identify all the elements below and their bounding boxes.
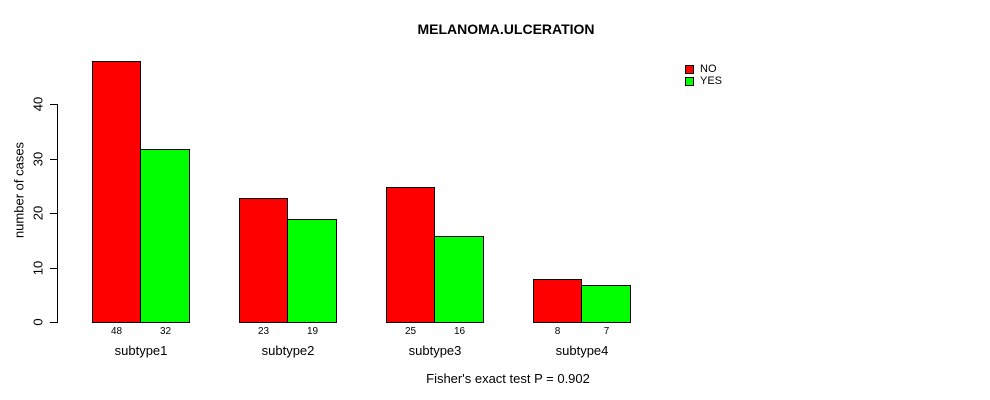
bar-value-label: 25 [404,326,417,337]
category-label: subtype2 [261,343,315,358]
bar-value-label: 7 [603,326,610,337]
legend-item-no: NO [685,64,722,75]
bar-no-subtype1 [92,61,141,323]
bar-value-label: 48 [110,326,123,337]
y-axis-label: number of cases [11,141,27,239]
legend-item-yes: YES [685,76,722,87]
bar-value-label: 8 [554,326,561,337]
y-tick [50,213,57,214]
bar-value-label: 23 [257,326,270,337]
y-tick [50,104,57,105]
chart-title: MELANOMA.ULCERATION [417,21,595,37]
y-tick-label: 10 [30,260,46,275]
legend-label: YES [700,75,723,87]
bar-yes-subtype2 [287,219,337,323]
bar-value-label: 32 [159,326,172,337]
legend-swatch-no [685,65,694,74]
y-tick-label: 20 [30,205,46,221]
y-tick [50,158,57,160]
bar-yes-subtype3 [434,236,484,323]
y-tick-label: 0 [30,318,46,326]
legend-swatch-yes [685,77,694,86]
y-tick [50,322,57,323]
category-label: subtype3 [408,343,462,358]
bar-yes-subtype1 [140,149,190,323]
y-tick [50,267,57,269]
category-label: subtype1 [114,343,168,358]
y-tick-label: 30 [30,151,46,166]
y-tick-label: 40 [30,96,46,112]
y-axis-line [57,104,58,323]
legend: NO YES [685,64,722,88]
bar-no-subtype2 [239,198,288,323]
bar-no-subtype3 [386,187,435,323]
bar-value-label: 16 [453,326,466,337]
category-label: subtype4 [555,343,609,358]
bar-yes-subtype4 [581,285,631,323]
bar-value-label: 19 [306,326,319,337]
annotation-text: Fisher's exact test P = 0.902 [426,371,590,386]
bar-no-subtype4 [533,279,582,323]
legend-label: NO [700,63,717,75]
